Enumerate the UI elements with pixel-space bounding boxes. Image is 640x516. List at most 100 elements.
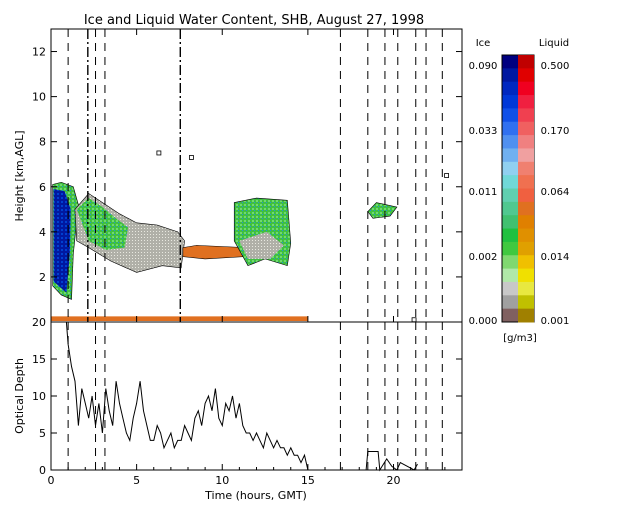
chart-title: Ice and Liquid Water Content, SHB, Augus…	[84, 13, 424, 28]
ice-swatch	[502, 281, 518, 296]
top-y-tick-label: 10	[32, 91, 46, 104]
liquid-swatch	[518, 215, 534, 230]
colorbar-ice-label: Ice	[476, 38, 491, 49]
liquid-swatch	[518, 281, 534, 296]
ice-swatch	[502, 175, 518, 189]
optical-depth-line-late	[365, 451, 418, 472]
colorbar-legend: Ice Liquid 0.090 0.033 0.011 0.002 0.000 0.50…	[469, 38, 570, 344]
bottom-y-tick-label: 5	[39, 427, 46, 440]
top-y-tick-label: 8	[39, 136, 46, 149]
cloud-speck	[156, 150, 162, 156]
top-axes: 2 4 6 8 10 12	[32, 29, 462, 322]
colorbar-liquid-label: Liquid	[539, 38, 569, 49]
liquid-color-scale	[518, 55, 534, 323]
ice-swatch	[502, 95, 518, 109]
liquid-swatch	[518, 95, 534, 109]
liquid-tick-label: 0.170	[541, 126, 570, 137]
bottom-y-tick-label: 15	[32, 353, 46, 366]
ice-swatch	[502, 295, 518, 310]
liquid-swatch	[518, 188, 534, 203]
ice-tick-label: 0.033	[469, 126, 498, 137]
cloud-liquid-layer	[182, 245, 247, 260]
cloud-band-2-gray	[239, 231, 284, 259]
liquid-tick-label: 0.500	[541, 61, 570, 72]
top-vertical-lines	[67, 29, 443, 322]
ice-swatch	[502, 215, 518, 230]
bottom-x-tick-label: 15	[301, 474, 315, 487]
ice-swatch	[502, 241, 518, 256]
bottom-x-tick-label: 10	[215, 474, 229, 487]
ice-swatch	[502, 201, 518, 216]
liquid-tick-label: 0.001	[541, 316, 570, 327]
liquid-swatch	[518, 241, 534, 256]
bottom-vertical-lines	[67, 322, 443, 470]
liquid-swatch	[518, 175, 534, 189]
liquid-swatch	[518, 268, 534, 283]
bottom-y-tick-label: 20	[32, 316, 46, 329]
colorbar-tick-labels: 0.090 0.033 0.011 0.002 0.000 0.500 0.170 0.064…	[469, 61, 570, 327]
ice-swatch	[502, 255, 518, 270]
ice-swatch	[502, 55, 518, 69]
cloud-small	[367, 202, 398, 219]
cloud-speck	[189, 155, 194, 160]
bottom-xlabel: Time (hours, GMT)	[204, 489, 307, 502]
ice-swatch	[502, 268, 518, 283]
liquid-swatch	[518, 255, 534, 270]
ice-swatch	[502, 68, 518, 83]
liquid-swatch	[518, 108, 534, 123]
ice-tick-label: 0.090	[469, 61, 498, 72]
liquid-tick-label: 0.014	[541, 252, 570, 263]
bottom-x-tick-label: 0	[48, 474, 55, 487]
ice-tick-label: 0.011	[469, 187, 498, 198]
cloud-mixed-green	[76, 198, 129, 250]
ice-color-scale	[501, 54, 535, 323]
ice-swatch	[502, 81, 518, 96]
ice-tick-label: 0.002	[469, 252, 498, 263]
liquid-swatch	[518, 81, 534, 96]
ice-swatch	[502, 148, 518, 163]
liquid-swatch	[518, 135, 534, 149]
liquid-swatch	[518, 161, 534, 176]
top-y-tick-label: 12	[32, 46, 46, 59]
ice-swatch	[502, 135, 518, 149]
top-ylabel: Height [km,AGL]	[13, 130, 26, 221]
cloud-ice-core	[53, 189, 71, 293]
ice-swatch	[502, 188, 518, 203]
bottom-x-tick-label: 5	[133, 474, 140, 487]
liquid-swatch	[518, 228, 534, 243]
liquid-swatch	[518, 201, 534, 216]
optical-depth-panel: 0 5 10 15 20 0 5 10 15 20 Optical Depth Time (hou…	[13, 316, 463, 502]
optical-depth-line	[65, 321, 310, 471]
liquid-swatch	[518, 68, 534, 83]
ice-swatch	[502, 228, 518, 243]
ice-swatch	[502, 108, 518, 123]
liquid-swatch	[518, 295, 534, 310]
top-y-tick-label: 4	[39, 226, 46, 239]
liquid-tick-label: 0.064	[541, 187, 570, 198]
liquid-swatch	[518, 148, 534, 163]
ice-swatch	[502, 121, 518, 136]
optical-depth-series	[65, 321, 418, 472]
cloud-surface-layer	[51, 316, 308, 321]
water-content-panel: 2 4 6 8 10 12 Height [km,AGL]	[13, 28, 463, 323]
bottom-ylabel: Optical Depth	[13, 358, 26, 434]
ice-tick-label: 0.000	[469, 316, 498, 327]
bottom-y-tick-label: 10	[32, 390, 46, 403]
ice-swatch	[502, 308, 518, 323]
liquid-swatch	[518, 55, 534, 69]
liquid-swatch	[518, 121, 534, 136]
bottom-plot-frame	[50, 321, 463, 471]
cloud-regions	[51, 150, 449, 323]
bottom-x-tick-label: 20	[387, 474, 401, 487]
bottom-axes: 0 5 10 15 20 0 5 10 15 20	[32, 316, 462, 487]
top-y-tick-label: 6	[39, 181, 46, 194]
ice-swatch	[502, 161, 518, 176]
top-plot-background	[51, 29, 462, 322]
colorbar-unit-label: [g/m3]	[503, 333, 537, 344]
liquid-swatch	[518, 308, 534, 323]
cloud-speck	[444, 173, 449, 178]
top-y-tick-label: 2	[39, 271, 46, 284]
bottom-y-tick-label: 0	[39, 464, 46, 477]
